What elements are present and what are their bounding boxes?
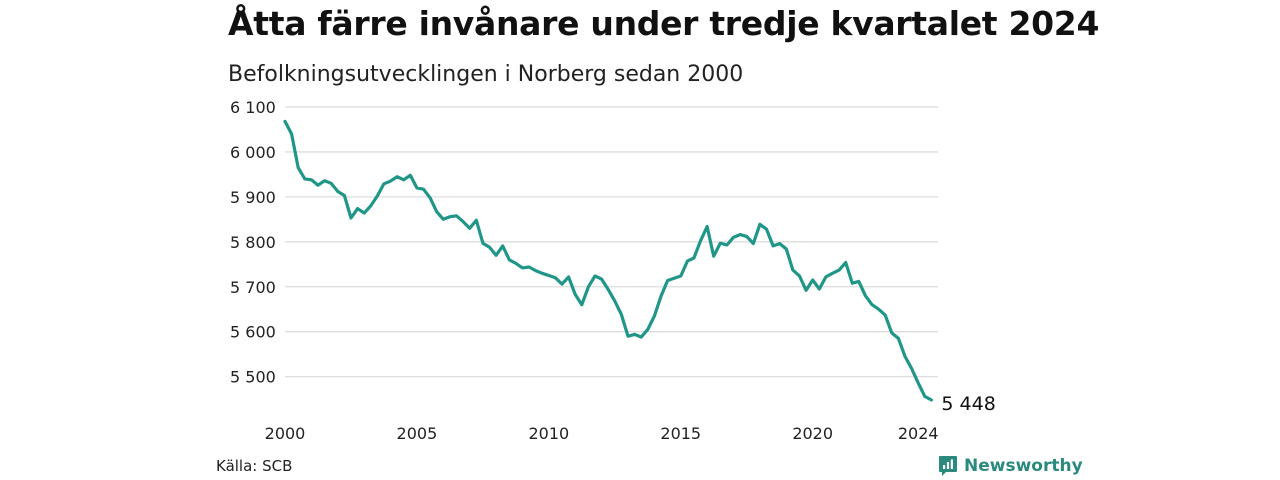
y-tick-label: 5 600 xyxy=(230,323,276,342)
x-tick-label: 2000 xyxy=(265,424,306,443)
y-tick-label: 5 700 xyxy=(230,278,276,297)
y-axis-ticks: 5 500 5 600 5 700 5 800 5 900 6 000 6 100 xyxy=(230,98,276,387)
end-value-label: 5 448 xyxy=(941,393,995,415)
x-tick-label: 2015 xyxy=(660,424,701,443)
chart-title: Åtta färre invånare under tredje kvartal… xyxy=(228,4,1100,43)
y-tick-label: 5 800 xyxy=(230,233,276,252)
x-tick-label: 2010 xyxy=(528,424,569,443)
y-tick-label: 5 500 xyxy=(230,368,276,387)
x-tick-label: 2020 xyxy=(792,424,833,443)
y-tick-label: 5 900 xyxy=(230,188,276,207)
gridlines xyxy=(285,106,938,378)
y-tick-label: 6 100 xyxy=(230,98,276,117)
series-layer xyxy=(283,119,933,402)
chart-subtitle: Befolkningsutvecklingen i Norberg sedan … xyxy=(228,62,744,87)
x-axis-ticks: 2000 2005 2010 2015 2020 2024 xyxy=(265,424,939,443)
newsworthy-logo-icon xyxy=(939,456,957,476)
series-line xyxy=(283,119,933,402)
source-note: Källa: SCB xyxy=(216,457,293,475)
x-tick-label: 2024 xyxy=(898,424,939,443)
brand-name: Newsworthy xyxy=(964,456,1083,476)
y-tick-label: 6 000 xyxy=(230,143,276,162)
brand-logo[interactable]: Newsworthy xyxy=(938,455,1083,477)
x-tick-label: 2005 xyxy=(397,424,438,443)
